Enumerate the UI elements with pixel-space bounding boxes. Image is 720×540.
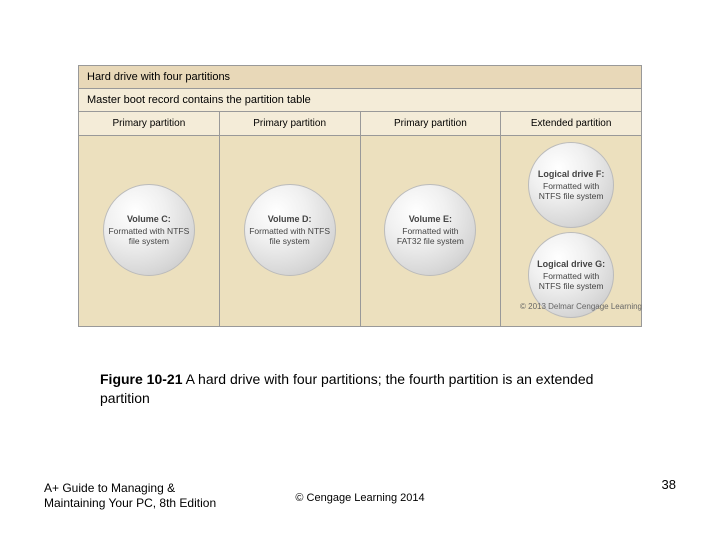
partition-title: Primary partition bbox=[220, 112, 360, 136]
page-number: 38 bbox=[662, 477, 676, 492]
partition-diagram: Hard drive with four partitions Master b… bbox=[78, 65, 642, 327]
volume-sphere: Volume C:Formatted with NTFS file system bbox=[103, 184, 195, 276]
volume-sphere: Volume E:Formatted with FAT32 file syste… bbox=[384, 184, 476, 276]
diagram-header-2: Master boot record contains the partitio… bbox=[78, 88, 642, 112]
partition-body: Logical drive F:Formatted with NTFS file… bbox=[501, 136, 641, 326]
partition-1: Primary partition Volume D:Formatted with… bbox=[220, 112, 361, 327]
partition-0: Primary partition Volume C:Formatted with… bbox=[78, 112, 220, 327]
partition-title: Primary partition bbox=[361, 112, 501, 136]
figure-caption: Figure 10-21 A hard drive with four part… bbox=[100, 370, 620, 408]
volume-sphere: Volume D:Formatted with NTFS file system bbox=[244, 184, 336, 276]
diagram-copyright: © 2013 Delmar Cengage Learning bbox=[520, 302, 642, 311]
partition-3: Extended partition Logical drive F:Format… bbox=[501, 112, 642, 327]
volume-sphere: Logical drive F:Formatted with NTFS file… bbox=[528, 142, 614, 228]
partition-title: Extended partition bbox=[501, 112, 641, 136]
partition-body: Volume D:Formatted with NTFS file system bbox=[220, 136, 360, 326]
partition-body: Volume C:Formatted with NTFS file system bbox=[79, 136, 219, 326]
partition-2: Primary partition Volume E:Formatted with… bbox=[361, 112, 502, 327]
partition-body: Volume E:Formatted with FAT32 file syste… bbox=[361, 136, 501, 326]
figure-number: Figure 10-21 bbox=[100, 371, 182, 387]
diagram-header-1: Hard drive with four partitions bbox=[78, 65, 642, 88]
partitions-row: Primary partition Volume C:Formatted with… bbox=[78, 112, 642, 327]
partition-title: Primary partition bbox=[79, 112, 219, 136]
footer-copyright: © Cengage Learning 2014 bbox=[0, 492, 720, 504]
